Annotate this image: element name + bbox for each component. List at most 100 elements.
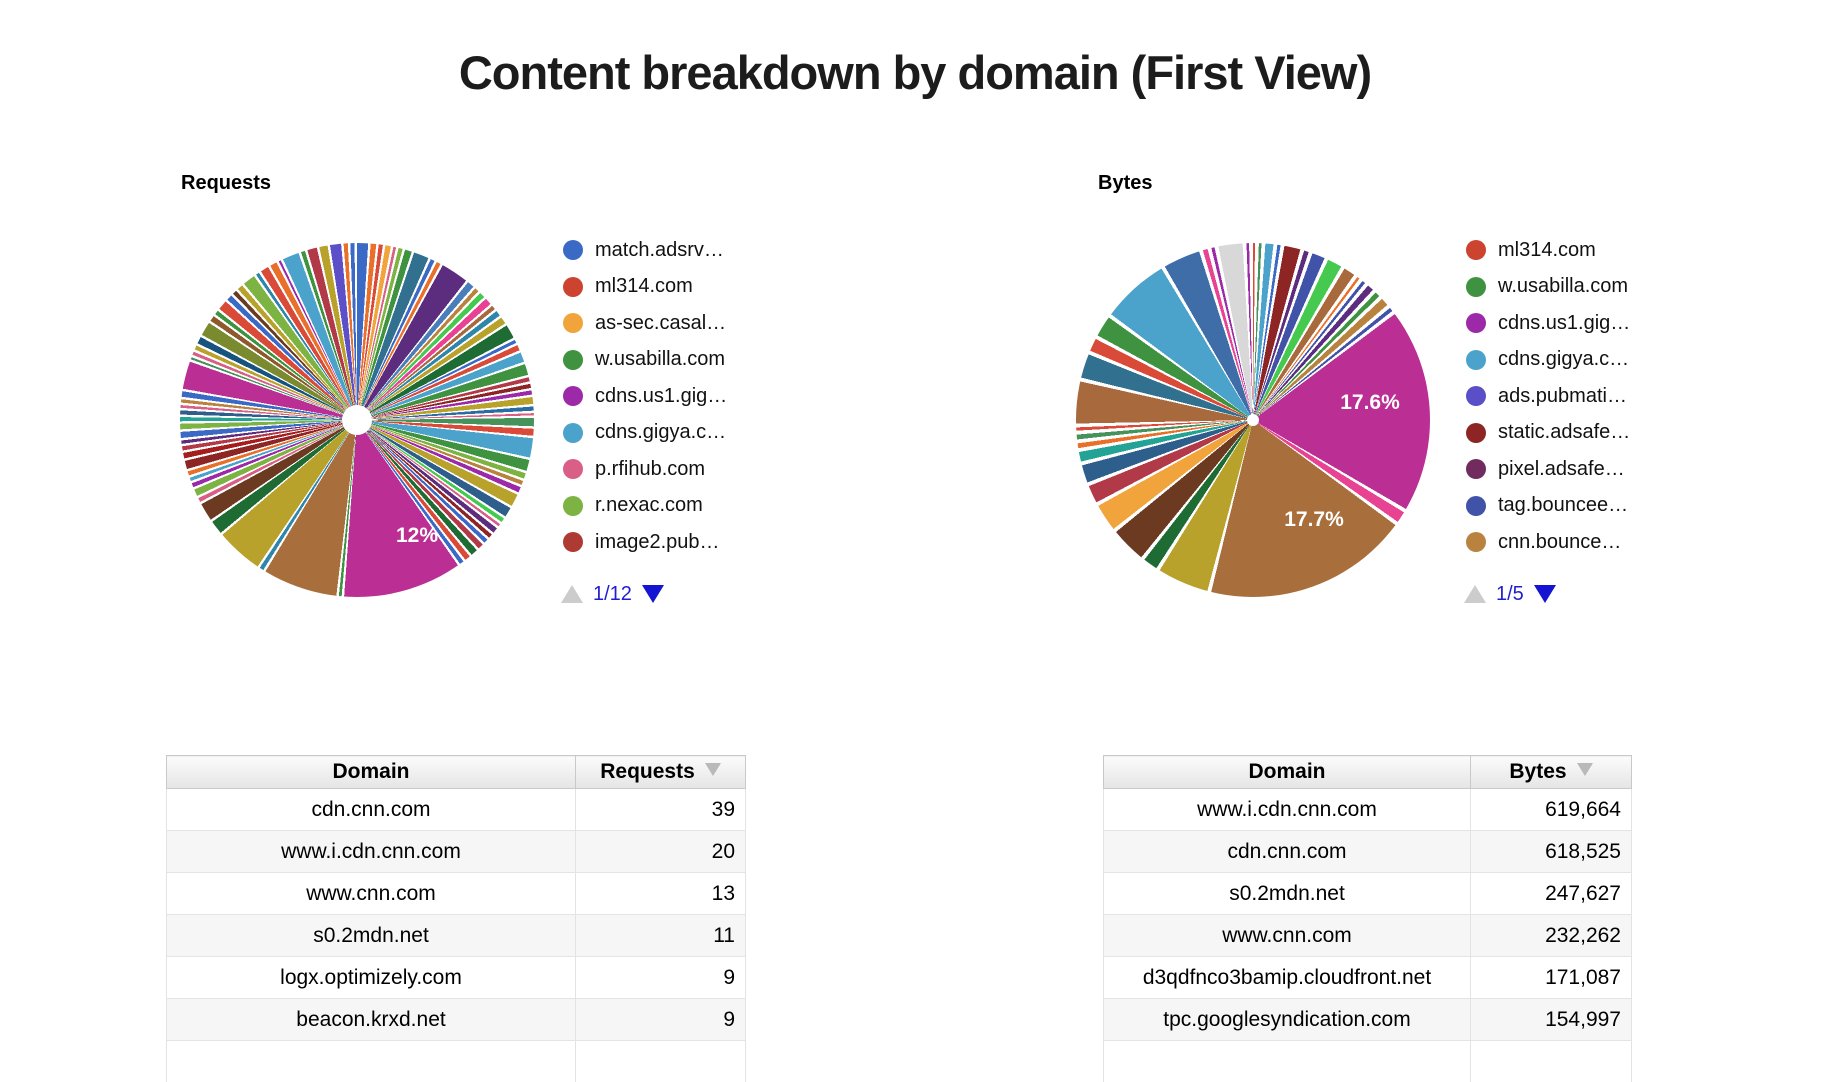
requests-table-header-value[interactable]: Requests — [576, 756, 746, 789]
value-cell: 247,627 — [1471, 873, 1632, 915]
legend-prev-icon[interactable] — [1464, 585, 1486, 603]
legend-swatch-icon — [1466, 350, 1486, 370]
value-cell: 618,525 — [1471, 831, 1632, 873]
legend-label: cdns.us1.gig… — [595, 385, 727, 408]
legend-item: cdns.us1.gig… — [563, 378, 727, 415]
legend-label: pixel.adsafe… — [1498, 458, 1625, 481]
legend-item: w.usabilla.com — [563, 342, 727, 379]
legend-label: ml314.com — [1498, 239, 1596, 262]
legend-label: r.nexac.com — [595, 494, 703, 517]
domain-cell: s0.2mdn.net — [167, 915, 576, 957]
legend-swatch-icon — [1466, 240, 1486, 260]
pie-slice-percent-label: 17.7% — [1284, 508, 1344, 532]
legend-item: image2.pub… — [563, 524, 727, 561]
value-cell: 171,087 — [1471, 957, 1632, 999]
value-cell: 154,997 — [1471, 999, 1632, 1041]
legend-item: ml314.com — [1466, 232, 1630, 269]
value-cell: 20 — [576, 831, 746, 873]
legend-item: pixel.adsafe… — [1466, 451, 1630, 488]
bytes-legend-pager: 1/5 — [1464, 582, 1556, 606]
legend-item: p.rfihub.com — [563, 451, 727, 488]
legend-prev-icon[interactable] — [561, 585, 583, 603]
domain-cell: beacon.krxd.net — [167, 999, 576, 1041]
legend-label: cnn.bounce… — [1498, 531, 1621, 554]
value-cell: 13 — [576, 873, 746, 915]
legend-swatch-icon — [1466, 277, 1486, 297]
legend-swatch-icon — [563, 386, 583, 406]
legend-next-icon[interactable] — [642, 585, 664, 603]
legend-swatch-icon — [1466, 313, 1486, 333]
sort-descending-icon — [1577, 763, 1593, 776]
legend-label: static.adsafe… — [1498, 421, 1630, 444]
pie-center-whitespace — [342, 405, 372, 435]
legend-item: cdns.us1.gig… — [1466, 305, 1630, 342]
domain-cell — [1104, 1041, 1471, 1082]
domain-cell: s0.2mdn.net — [1104, 873, 1471, 915]
legend-item: as-sec.casal… — [563, 305, 727, 342]
legend-item: match.adsrv… — [563, 232, 727, 269]
legend-swatch-icon — [1466, 532, 1486, 552]
legend-label: match.adsrv… — [595, 239, 724, 262]
legend-swatch-icon — [563, 459, 583, 479]
legend-next-icon[interactable] — [1534, 585, 1556, 603]
bytes-chart-title: Bytes — [1098, 172, 1152, 195]
legend-label: cdns.gigya.c… — [595, 421, 726, 444]
page-title: Content breakdown by domain (First View) — [0, 45, 1830, 100]
bytes-table-header-domain[interactable]: Domain — [1104, 756, 1471, 789]
bytes-table-header-value[interactable]: Bytes — [1471, 756, 1632, 789]
legend-item: cdns.gigya.c… — [563, 415, 727, 452]
value-cell: 232,262 — [1471, 915, 1632, 957]
legend-swatch-icon — [563, 277, 583, 297]
domain-cell: logx.optimizely.com — [167, 957, 576, 999]
legend-swatch-icon — [563, 240, 583, 260]
value-cell: 9 — [576, 957, 746, 999]
domain-cell: www.i.cdn.cnn.com — [167, 831, 576, 873]
table-row — [167, 1041, 746, 1082]
value-cell: 9 — [576, 999, 746, 1041]
value-cell — [1471, 1041, 1632, 1082]
pie-center-whitespace — [1247, 414, 1259, 426]
domain-cell: tpc.googlesyndication.com — [1104, 999, 1471, 1041]
legend-label: tag.bouncee… — [1498, 494, 1628, 517]
value-cell: 11 — [576, 915, 746, 957]
pie-slice-percent-label: 17.6% — [1340, 391, 1400, 415]
domain-cell: cdn.cnn.com — [167, 789, 576, 831]
legend-label: image2.pub… — [595, 531, 720, 554]
legend-swatch-icon — [563, 350, 583, 370]
bytes-pie-container: 17.6% 17.7% — [1076, 243, 1430, 597]
domain-cell: www.cnn.com — [1104, 915, 1471, 957]
header-label: Requests — [600, 760, 695, 783]
legend-page-indicator: 1/5 — [1496, 583, 1524, 606]
legend-page-indicator: 1/12 — [593, 583, 632, 606]
legend-item: w.usabilla.com — [1466, 269, 1630, 306]
legend-swatch-icon — [563, 423, 583, 443]
legend-label: w.usabilla.com — [1498, 275, 1628, 298]
legend-swatch-icon — [1466, 423, 1486, 443]
legend-label: cdns.us1.gig… — [1498, 312, 1630, 335]
legend-item: static.adsafe… — [1466, 415, 1630, 452]
legend-swatch-icon — [563, 313, 583, 333]
sort-descending-icon — [705, 763, 721, 776]
legend-label: w.usabilla.com — [595, 348, 725, 371]
requests-table-header-domain[interactable]: Domain — [167, 756, 576, 789]
requests-legend-pager: 1/12 — [561, 582, 664, 606]
header-label: Bytes — [1509, 760, 1566, 783]
legend-swatch-icon — [1466, 386, 1486, 406]
legend-item: ads.pubmati… — [1466, 378, 1630, 415]
domain-cell: www.cnn.com — [167, 873, 576, 915]
table-row — [1104, 1041, 1632, 1082]
pie-slice-percent-label: 12% — [396, 524, 438, 548]
